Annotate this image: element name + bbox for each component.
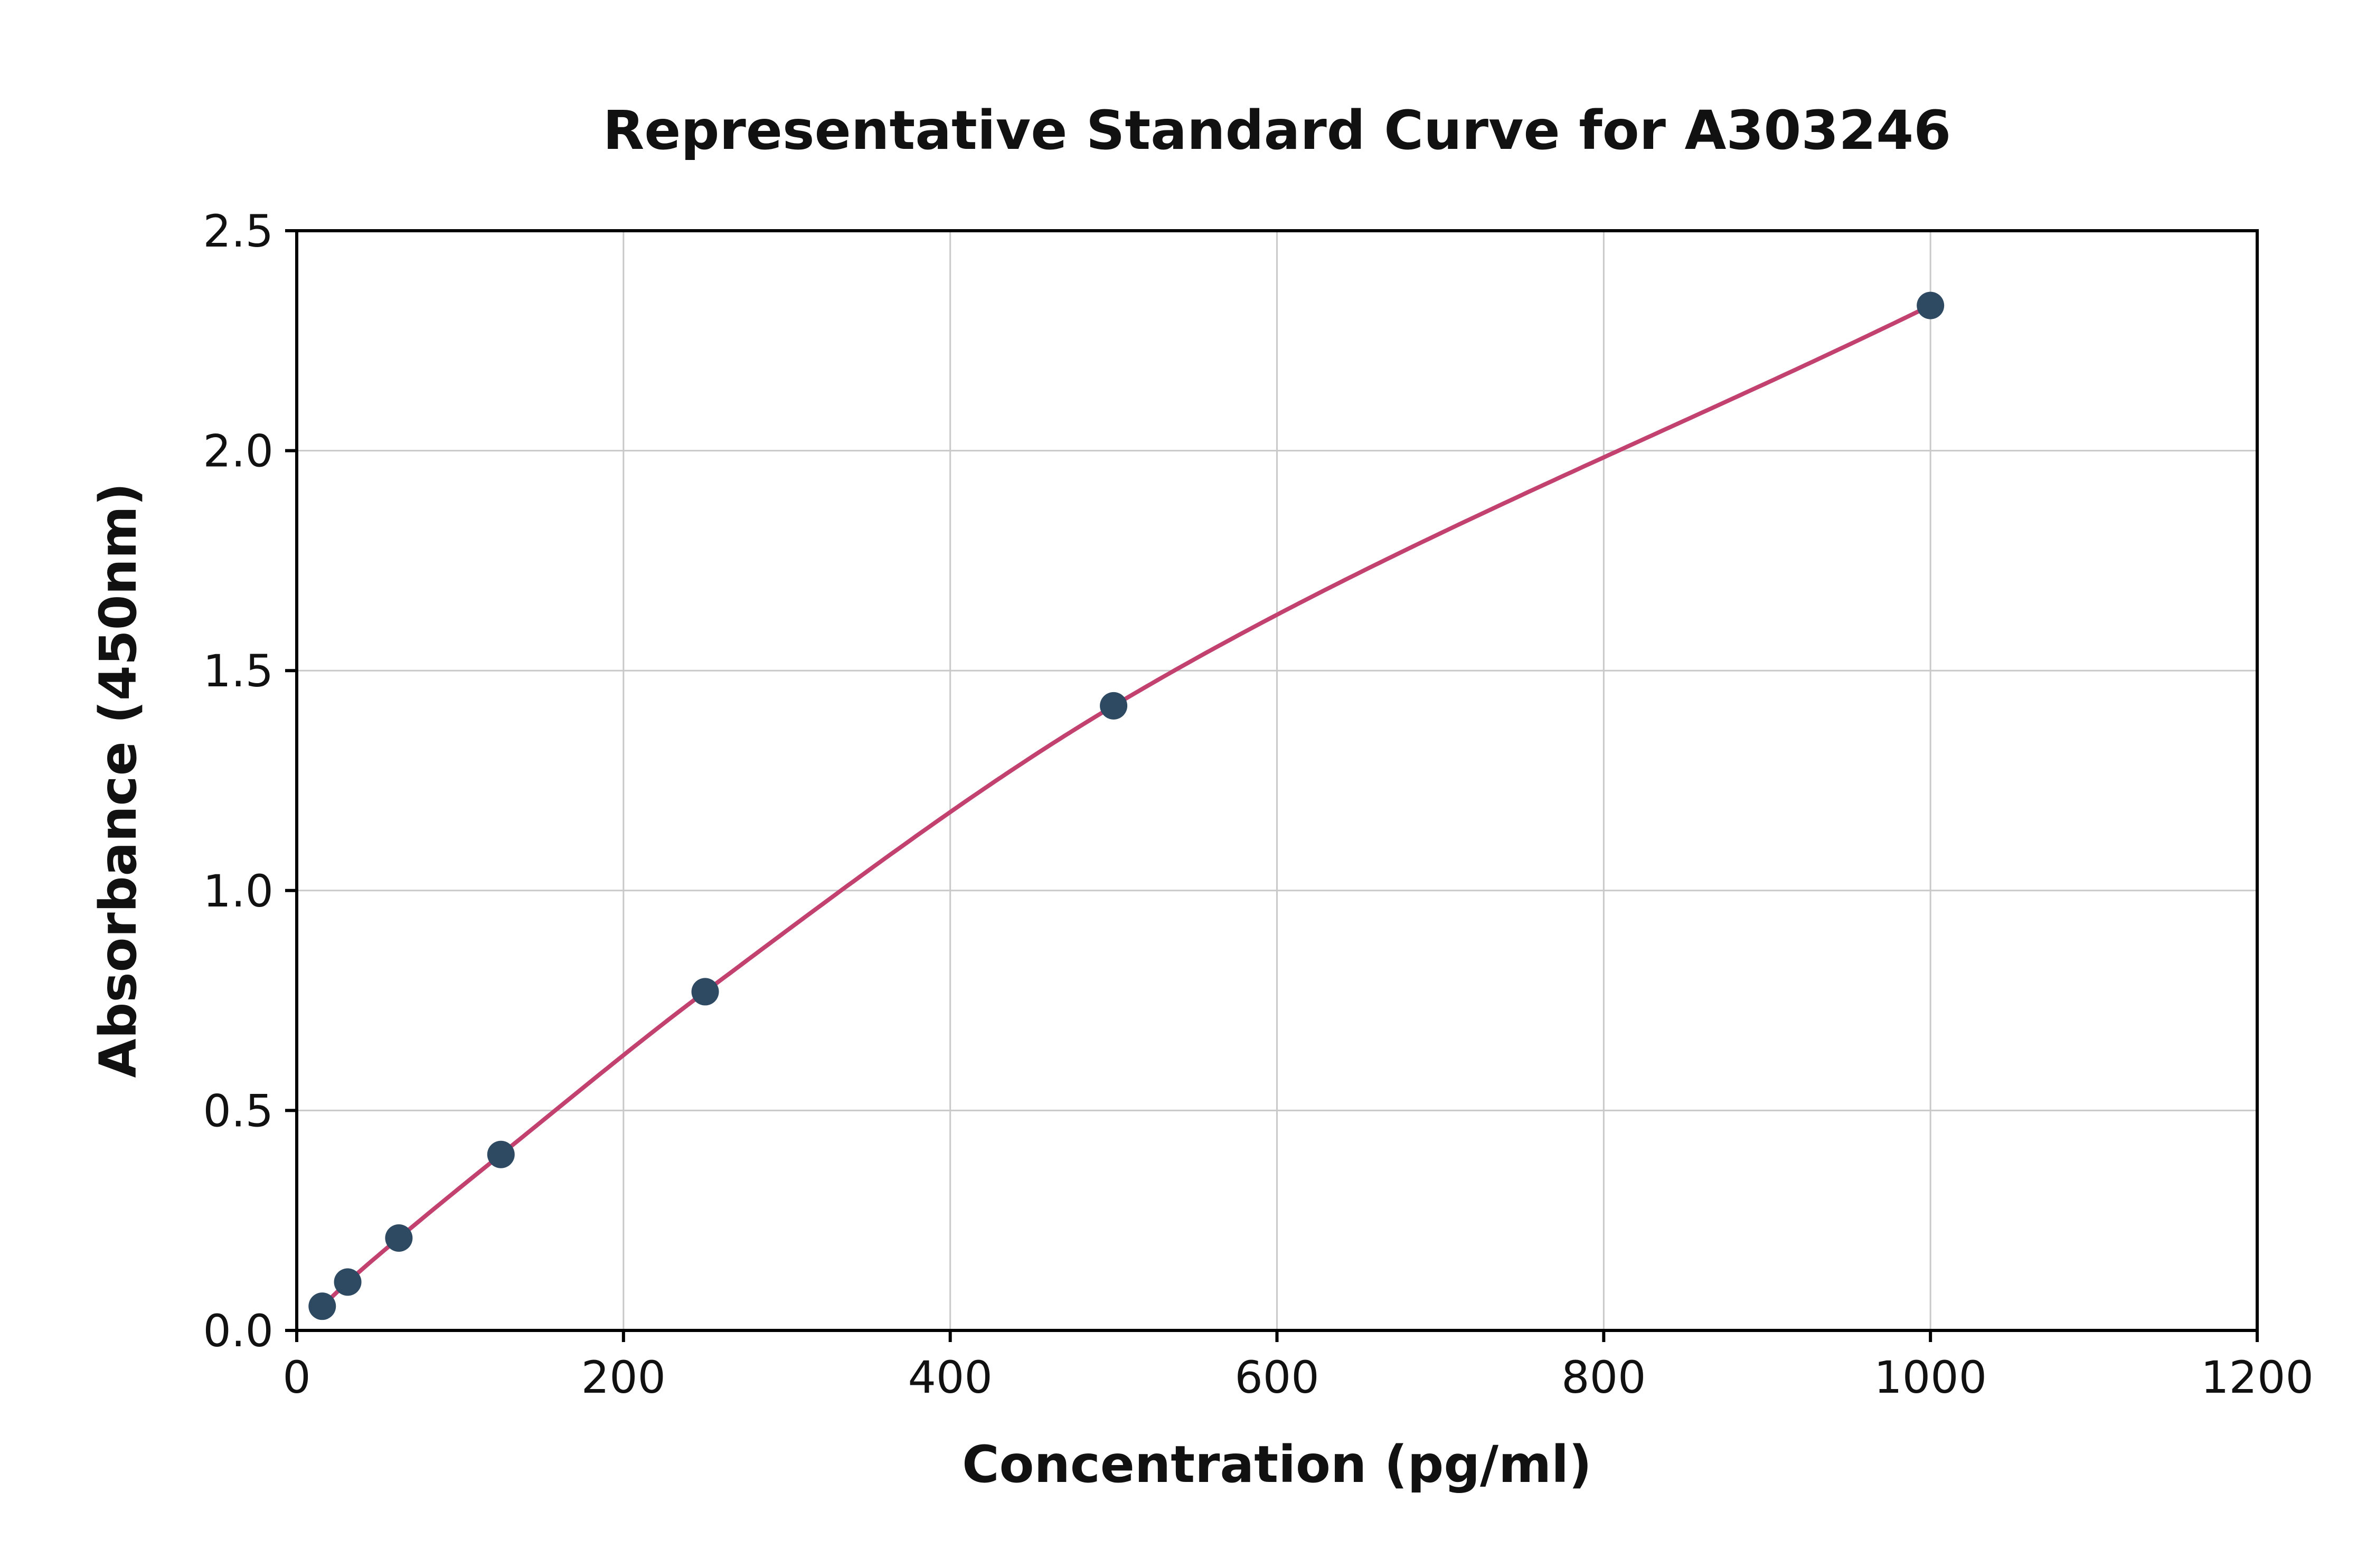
data-point (487, 1140, 515, 1168)
data-points (308, 291, 1945, 1320)
tick-labels: 0 200 400 600 800 1000 1200 0.0 0.5 1.0 1.5 2.0 2.5 (203, 205, 2313, 1403)
y-tick-label: 2.0 (203, 426, 274, 477)
chart-title: Representative Standard Curve for A30324… (602, 99, 1951, 162)
y-tick-label: 1.5 (203, 645, 274, 697)
data-point (691, 978, 719, 1006)
gridlines (296, 230, 2258, 1331)
data-point (1917, 291, 1945, 319)
y-tick-label: 0.0 (203, 1305, 274, 1357)
x-tick-label: 200 (581, 1352, 666, 1403)
fitted-curve (320, 303, 1933, 1309)
data-point (308, 1292, 336, 1320)
y-tick-label: 0.5 (203, 1085, 274, 1137)
x-axis-label: Concentration (pg/ml) (962, 1435, 1592, 1494)
x-tick-label: 400 (908, 1352, 992, 1403)
data-point (334, 1268, 362, 1296)
x-tick-label: 0 (282, 1352, 310, 1403)
data-point (385, 1224, 413, 1252)
x-tick-label: 1200 (2201, 1352, 2314, 1403)
y-tick-label: 2.5 (203, 205, 274, 257)
data-point (1100, 692, 1128, 720)
y-tick-label: 1.0 (203, 865, 274, 917)
x-tick-label: 1000 (1874, 1352, 1987, 1403)
x-tick-label: 600 (1234, 1352, 1319, 1403)
x-tick-label: 800 (1561, 1352, 1646, 1403)
